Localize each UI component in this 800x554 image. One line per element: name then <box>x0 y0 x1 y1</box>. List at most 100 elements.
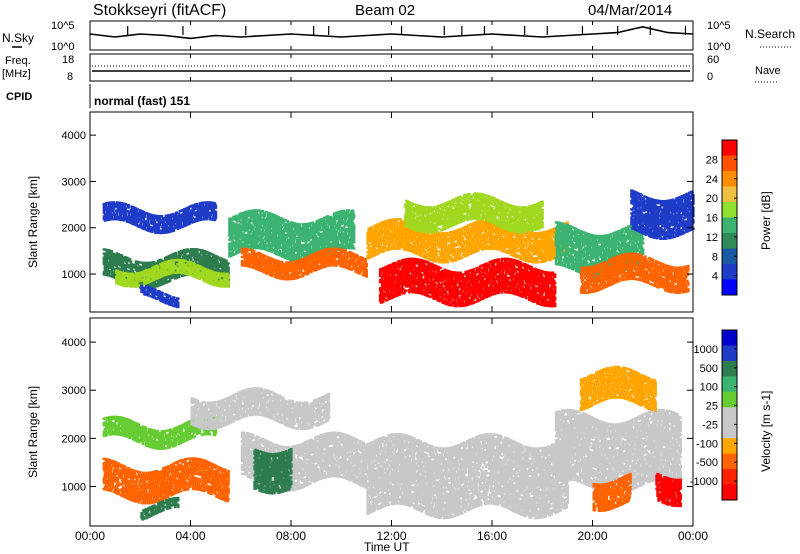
freq-panel <box>90 54 693 81</box>
station-title: Stokkseyri (fitACF) <box>93 2 226 19</box>
nave-tick-top: 60 <box>707 54 719 66</box>
data-cell <box>329 264 332 266</box>
data-cell <box>215 217 218 219</box>
data-cell <box>353 224 356 226</box>
data-cell <box>352 212 355 214</box>
freq-label: Freq. <box>5 55 31 67</box>
data-cell <box>325 265 328 267</box>
data-cell <box>293 241 296 243</box>
data-cell <box>190 256 193 258</box>
data-cell <box>121 254 124 256</box>
data-cell <box>157 266 160 268</box>
data-cell <box>159 217 162 219</box>
data-cell <box>172 261 175 263</box>
data-cell <box>353 239 356 241</box>
data-cell <box>113 201 116 203</box>
data-cell <box>132 270 135 272</box>
data-cell <box>178 276 181 278</box>
data-cell <box>169 280 172 282</box>
rti-plot: Stokkseyri (fitACF) Beam 02 04/Mar/2014 … <box>0 0 800 554</box>
data-cell <box>227 283 230 285</box>
data-cell <box>353 226 356 228</box>
noise-panel <box>90 21 693 50</box>
data-cell <box>137 280 140 282</box>
date-label: 04/Mar/2014 <box>588 2 672 19</box>
data-cell <box>128 204 131 206</box>
data-cell <box>248 253 251 255</box>
data-cell <box>125 214 128 216</box>
data-cell <box>206 218 209 220</box>
data-cell <box>261 210 264 212</box>
data-cell <box>190 258 193 260</box>
power-heatmap <box>103 189 695 308</box>
data-cell <box>227 269 230 271</box>
data-cell <box>225 260 228 262</box>
data-cell <box>159 223 162 225</box>
nave-tick-bottom: 0 <box>707 71 713 83</box>
data-cell <box>352 222 355 224</box>
data-cell <box>327 226 330 228</box>
data-cell <box>300 269 303 271</box>
data-cell <box>214 202 217 204</box>
data-cell <box>281 261 284 263</box>
data-cell <box>215 215 218 217</box>
data-cell <box>353 233 356 235</box>
data-cell <box>348 209 351 211</box>
freq-unit: [MHz] <box>2 68 31 80</box>
data-cell <box>353 235 356 237</box>
data-cell <box>227 281 230 283</box>
data-cell <box>158 228 161 230</box>
data-cell <box>113 208 116 210</box>
data-cell <box>337 240 340 242</box>
nsky-trace <box>90 26 693 38</box>
data-cell <box>147 221 150 223</box>
data-cell <box>353 216 356 218</box>
nsky-label: N.Sky <box>2 31 34 45</box>
data-cell <box>335 233 338 235</box>
nsky-tick-bottom: 10^0 <box>51 41 75 53</box>
data-cell <box>309 245 312 247</box>
nsearch-tick-bottom: 10^0 <box>707 41 731 53</box>
data-cell <box>116 214 119 216</box>
data-cell <box>129 258 132 260</box>
data-cell <box>215 211 218 213</box>
data-cell <box>227 262 230 264</box>
data-cell <box>215 204 218 206</box>
data-cell <box>130 261 133 263</box>
data-cell <box>216 260 219 262</box>
nsearch-tick-top: 10^5 <box>707 20 731 32</box>
data-cell <box>353 260 356 262</box>
data-cell <box>263 215 266 217</box>
nsky-line <box>90 27 693 39</box>
data-cell <box>353 247 356 249</box>
data-cell <box>299 223 302 225</box>
data-cell <box>193 263 196 265</box>
data-cell <box>287 220 290 222</box>
data-cell <box>347 211 350 213</box>
data-cell <box>337 248 340 250</box>
data-cell <box>253 250 256 252</box>
data-cell <box>227 277 230 279</box>
nave-label: Nave <box>755 65 781 77</box>
data-cell <box>128 206 131 208</box>
nsearch-label: N.Search <box>745 27 795 41</box>
data-cell <box>227 266 230 268</box>
data-cell <box>353 231 356 233</box>
data-cell <box>111 250 114 252</box>
data-cell <box>215 207 218 209</box>
data-cell <box>353 241 356 243</box>
freq-tick-bottom: 8 <box>67 71 73 83</box>
data-cell <box>278 250 281 252</box>
cpid-value: normal (fast) 151 <box>94 94 190 108</box>
freq-tick-top: 18 <box>62 54 74 66</box>
data-cell <box>353 214 356 216</box>
data-cell <box>184 260 187 262</box>
data-cell <box>310 271 313 273</box>
data-cell <box>173 229 176 231</box>
data-cell <box>299 225 302 227</box>
cpid-label: CPID <box>6 91 32 103</box>
data-cell <box>175 252 178 254</box>
data-cell <box>347 236 350 238</box>
beam-label: Beam 02 <box>355 2 415 19</box>
data-cell <box>170 272 173 274</box>
